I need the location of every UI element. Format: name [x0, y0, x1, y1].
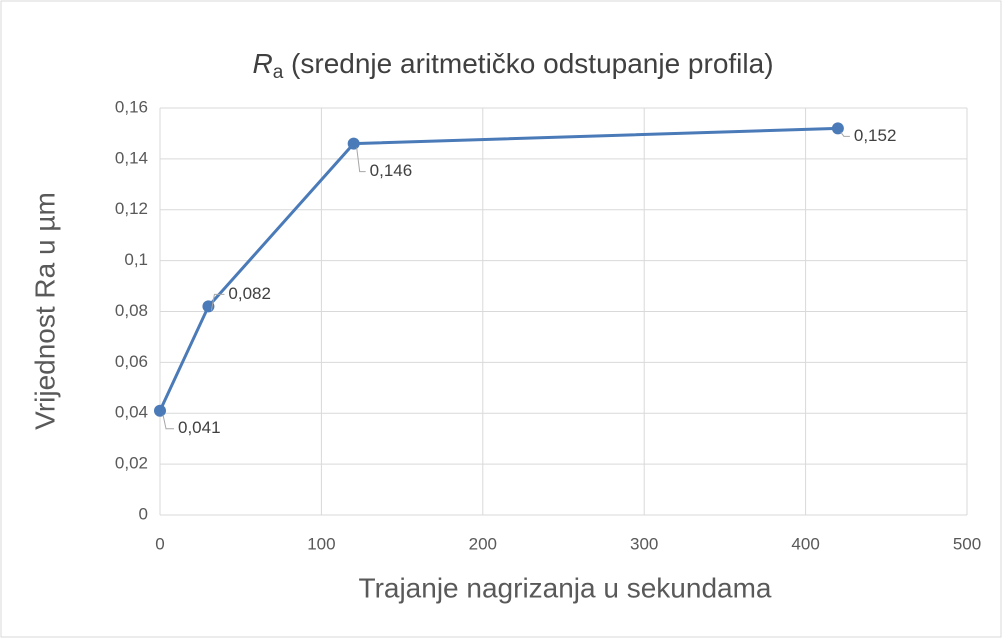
leader-line	[356, 147, 366, 173]
x-axis-title: Trajanje nagrizanja u sekundama	[359, 572, 772, 603]
y-tick-label: 0,02	[115, 454, 148, 473]
y-tick-label: 0	[139, 504, 148, 523]
y-tick-label: 0,14	[115, 148, 148, 167]
point	[154, 404, 166, 417]
x-tick-label: 300	[630, 534, 658, 553]
leader-line	[162, 414, 174, 430]
data-label: 0,082	[228, 284, 271, 303]
y-tick-label: 0,06	[115, 352, 148, 371]
data-label: 0,146	[370, 161, 413, 180]
chart-title: Ra (srednje aritmetičko odstupanje profi…	[252, 48, 773, 83]
y-tick-label: 0,04	[115, 403, 148, 422]
data-label: 0,041	[178, 418, 221, 437]
data-label: 0,152	[854, 126, 897, 145]
y-tick-label: 0,16	[115, 97, 148, 116]
point	[831, 122, 844, 135]
leader-line	[840, 132, 850, 137]
x-tick-label: 400	[791, 534, 819, 553]
y-tick-label: 0,12	[115, 199, 148, 218]
x-tick-label: 200	[469, 534, 497, 553]
x-tick-label: 100	[307, 534, 335, 553]
leader-line	[210, 293, 225, 311]
series-line	[158, 126, 838, 412]
y-tick-label: 0,1	[124, 250, 148, 269]
x-tick-label: 0	[155, 534, 164, 553]
point	[347, 137, 360, 150]
y-axis-title: Vrijednost Ra u µm	[29, 192, 60, 430]
x-tick-label: 500	[953, 534, 981, 553]
y-tick-label: 0,08	[115, 301, 148, 320]
